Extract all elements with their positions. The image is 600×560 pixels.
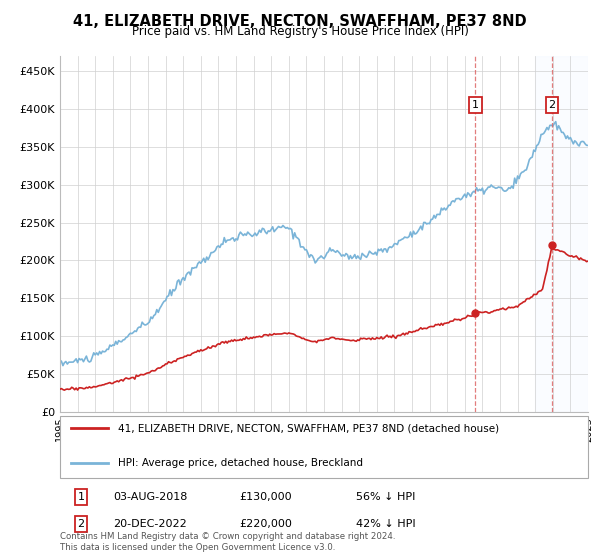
Text: HPI: Average price, detached house, Breckland: HPI: Average price, detached house, Brec… — [118, 458, 363, 468]
Text: 2: 2 — [548, 100, 556, 110]
Text: 03-AUG-2018: 03-AUG-2018 — [113, 492, 187, 502]
Text: £130,000: £130,000 — [239, 492, 292, 502]
Text: 41, ELIZABETH DRIVE, NECTON, SWAFFHAM, PE37 8ND (detached house): 41, ELIZABETH DRIVE, NECTON, SWAFFHAM, P… — [118, 423, 499, 433]
Text: 42% ↓ HPI: 42% ↓ HPI — [356, 519, 415, 529]
FancyBboxPatch shape — [60, 416, 588, 478]
Text: 1: 1 — [77, 492, 85, 502]
Text: Contains HM Land Registry data © Crown copyright and database right 2024.
This d: Contains HM Land Registry data © Crown c… — [60, 532, 395, 552]
Text: 2: 2 — [77, 519, 85, 529]
Text: Price paid vs. HM Land Registry's House Price Index (HPI): Price paid vs. HM Land Registry's House … — [131, 25, 469, 38]
Text: £220,000: £220,000 — [239, 519, 292, 529]
Text: 41, ELIZABETH DRIVE, NECTON, SWAFFHAM, PE37 8ND: 41, ELIZABETH DRIVE, NECTON, SWAFFHAM, P… — [73, 14, 527, 29]
Text: 1: 1 — [472, 100, 479, 110]
Bar — [535, 56, 588, 412]
Text: 20-DEC-2022: 20-DEC-2022 — [113, 519, 187, 529]
Text: 56% ↓ HPI: 56% ↓ HPI — [356, 492, 415, 502]
